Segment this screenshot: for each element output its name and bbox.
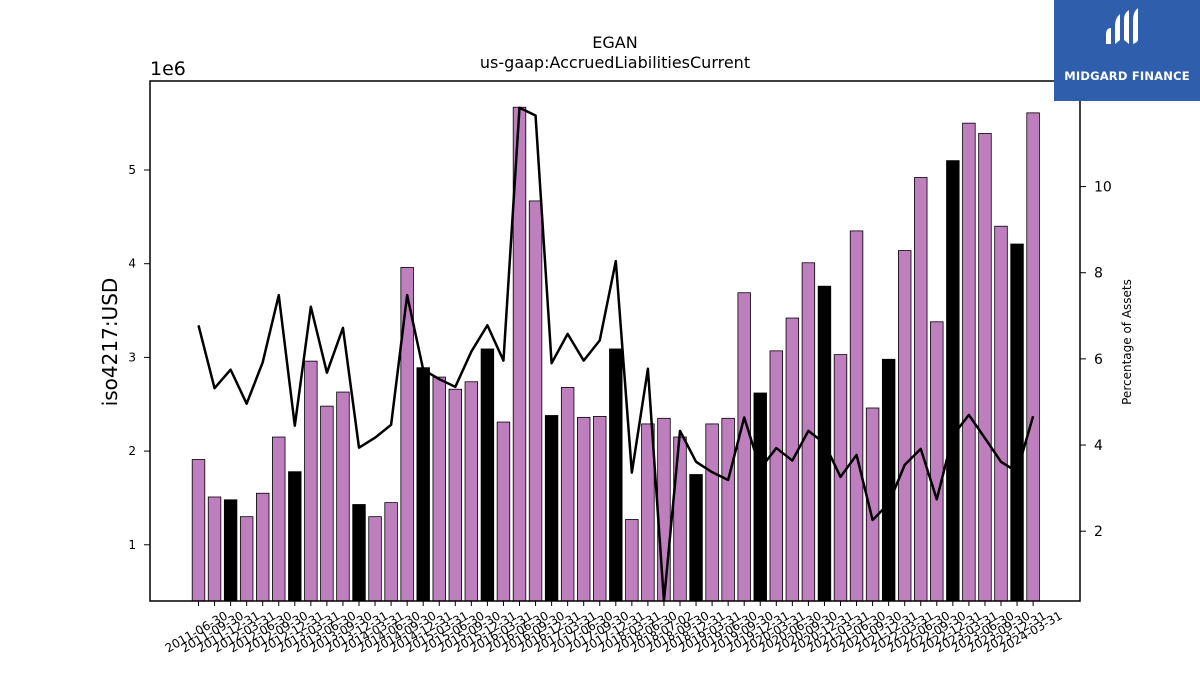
bar-2017-06-30 [577, 416, 591, 602]
bar-2019-06-30 [721, 417, 735, 602]
x-axis-ticks: 2011-06-302011-09-302011-12-312012-03-31… [163, 601, 1065, 655]
bar-2023-09-30 [994, 225, 1008, 602]
bar-2017-09-30 [593, 416, 607, 602]
bar-2011-06-30 [191, 459, 206, 602]
bar-2015-12-31 [480, 348, 495, 602]
bar-2012-09-30 [272, 436, 286, 602]
bar-2014-06-30 [384, 502, 398, 602]
line-series-group [197, 106, 1035, 603]
bar-2019-12-31 [753, 392, 767, 602]
y-multiplier-label: 1e6 [150, 58, 186, 80]
bar-2011-12-31 [223, 499, 238, 602]
y-tick-label: 1 [128, 538, 136, 552]
bar-2023-12-31 [1010, 243, 1024, 602]
bar-2014-12-31 [416, 367, 430, 602]
bar-2017-12-31 [609, 348, 623, 602]
bar-2023-06-30 [978, 133, 992, 602]
y2-tick-label: 2 [1094, 524, 1103, 540]
bar-2017-03-31 [560, 386, 575, 602]
brand-name: MIDGARD FINANCE [1064, 69, 1190, 83]
percentage-line [197, 106, 1035, 603]
y2-tick-label: 4 [1094, 438, 1103, 454]
bar-2013-09-30 [336, 391, 350, 602]
plot-frame [149, 80, 1081, 602]
bar-2014-03-31 [368, 516, 382, 602]
y-tick-label: 4 [128, 257, 136, 271]
y2-tick-label: 8 [1094, 266, 1103, 282]
bar-2011-09-30 [207, 496, 222, 602]
bar-2022-06-30 [914, 177, 928, 602]
bar-2018-12-31 [689, 474, 703, 602]
bar-2013-03-31 [304, 360, 318, 602]
bar-2015-03-31 [432, 376, 446, 602]
midgard-m-icon [1106, 8, 1138, 44]
bar-2022-03-31 [898, 250, 912, 602]
y-axis-label: iso4217:USD [98, 278, 122, 407]
y-tick-label: 3 [128, 350, 136, 364]
y-tick-label: 5 [128, 163, 136, 177]
bar-2021-06-30 [849, 230, 864, 602]
y2-tick-label: 6 [1094, 352, 1103, 368]
y2-axis-label: Percentage of Assets [1120, 279, 1134, 405]
bar-2019-09-30 [737, 292, 751, 602]
bar-2019-03-31 [705, 423, 719, 602]
bar-2012-06-30 [255, 492, 270, 602]
bar-2023-03-31 [962, 122, 976, 602]
bar-2018-09-30 [673, 436, 687, 602]
bar-2022-12-31 [946, 160, 960, 602]
y-axis-ticks: 1 2 3 4 5 [128, 163, 150, 552]
y2-tick-label: 10 [1094, 180, 1112, 196]
y2-axis-ticks: 2 4 6 8 10 [1080, 180, 1112, 540]
bar-2012-12-31 [288, 471, 302, 602]
bar-2013-06-30 [320, 405, 334, 602]
bar-2016-09-30 [528, 200, 543, 602]
bar-2015-06-30 [448, 388, 463, 602]
bar-2024-03-31 [1026, 112, 1040, 602]
chart-title: EGAN [592, 33, 637, 52]
bar-2020-03-31 [769, 350, 784, 602]
bar-series [191, 106, 1040, 602]
bar-2022-09-30 [930, 321, 944, 602]
bar-2016-03-31 [496, 421, 511, 602]
y-tick-label: 2 [128, 444, 136, 458]
bar-2018-07-02 [657, 417, 671, 602]
bar-2015-09-30 [464, 381, 479, 602]
bar-2021-12-31 [881, 358, 896, 602]
bar-2012-03-31 [239, 516, 254, 602]
bar-2018-03-31 [625, 519, 639, 602]
brand-logo: MIDGARD FINANCE [1054, 0, 1200, 101]
bar-2016-12-31 [544, 415, 559, 602]
chart-subtitle: us-gaap:AccruedLiabilitiesCurrent [480, 53, 750, 72]
bar-2013-12-31 [352, 504, 366, 602]
